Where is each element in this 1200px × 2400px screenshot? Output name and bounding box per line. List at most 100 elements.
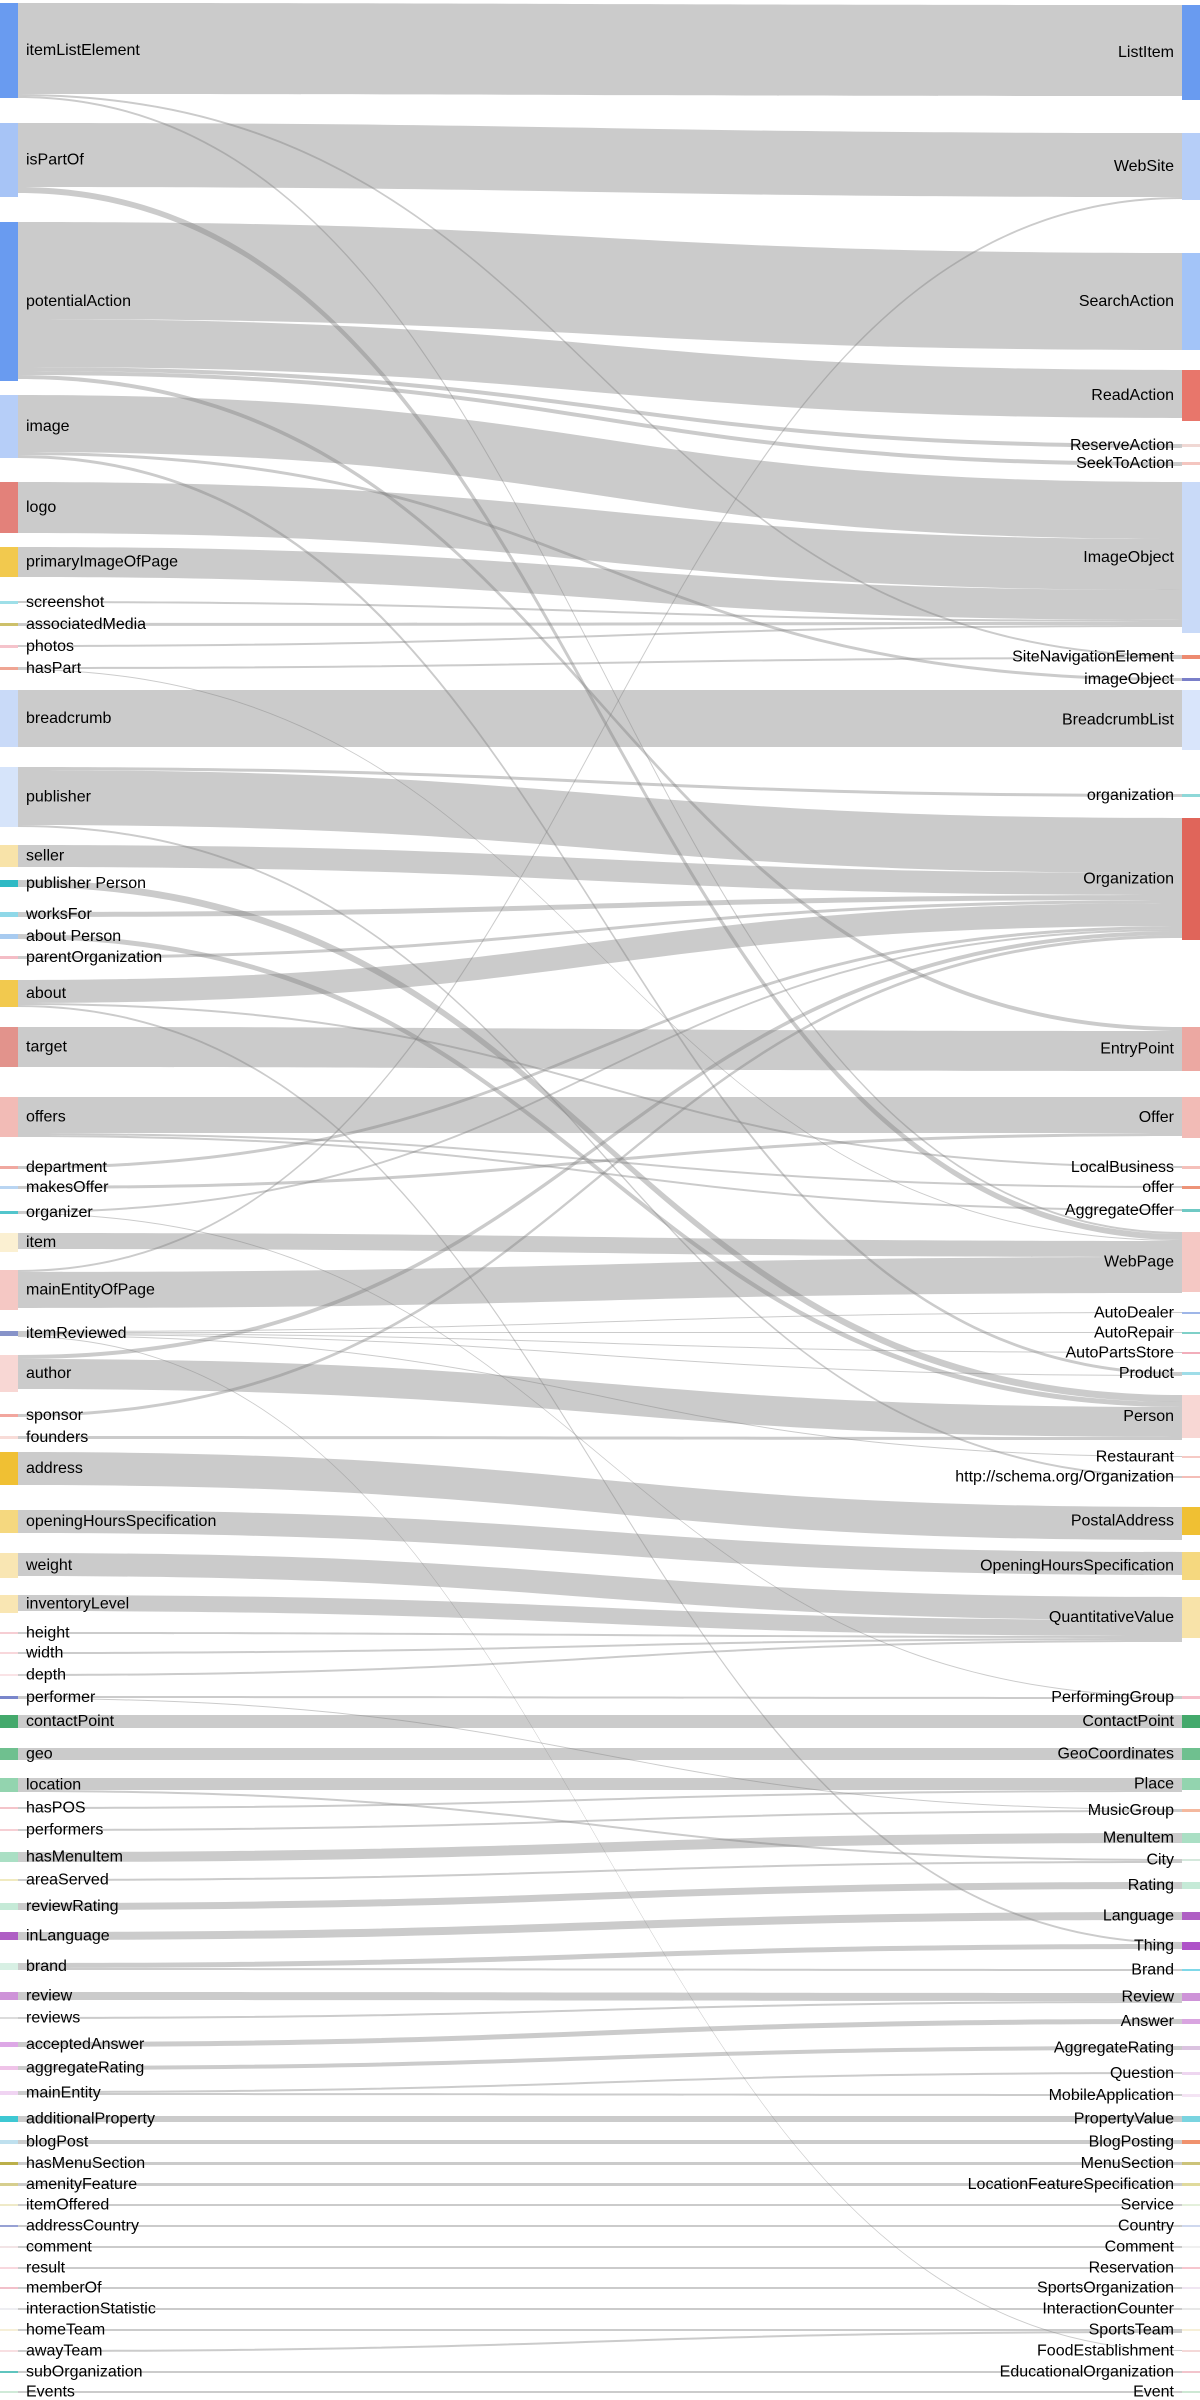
sankey-node[interactable] xyxy=(1182,2046,1200,2050)
sankey-node[interactable] xyxy=(1182,2140,1200,2144)
sankey-link[interactable] xyxy=(18,845,1182,895)
sankey-node[interactable] xyxy=(0,2287,18,2289)
sankey-node[interactable] xyxy=(1182,2350,1200,2352)
sankey-link[interactable] xyxy=(18,934,1182,1407)
sankey-link[interactable] xyxy=(18,2046,1182,2070)
sankey-node[interactable] xyxy=(0,1166,18,1169)
sankey-node[interactable] xyxy=(0,623,18,626)
sankey-node[interactable] xyxy=(0,1331,18,1336)
sankey-node[interactable] xyxy=(0,645,18,648)
sankey-link[interactable] xyxy=(18,395,1182,539)
sankey-link[interactable] xyxy=(18,931,1182,1359)
sankey-node[interactable] xyxy=(1182,1942,1200,1950)
sankey-link[interactable] xyxy=(18,1944,1182,1968)
sankey-node[interactable] xyxy=(0,222,18,381)
sankey-node[interactable] xyxy=(0,1778,18,1792)
sankey-node[interactable] xyxy=(1182,1332,1200,1334)
sankey-link[interactable] xyxy=(18,1133,1182,1189)
sankey-link[interactable] xyxy=(18,1005,1182,1944)
sankey-node[interactable] xyxy=(0,690,18,747)
sankey-node[interactable] xyxy=(0,1355,18,1392)
sankey-node[interactable] xyxy=(1182,1097,1200,1138)
sankey-node[interactable] xyxy=(0,3,18,98)
sankey-node[interactable] xyxy=(1182,1312,1200,1314)
sankey-node[interactable] xyxy=(1182,678,1200,681)
sankey-node[interactable] xyxy=(1182,1027,1200,1071)
sankey-node[interactable] xyxy=(0,1211,18,1214)
sankey-node[interactable] xyxy=(1182,1552,1200,1580)
sankey-link[interactable] xyxy=(18,1595,1182,1636)
sankey-link[interactable] xyxy=(18,1097,1182,1133)
sankey-node[interactable] xyxy=(1182,1969,1200,1971)
sankey-link[interactable] xyxy=(18,1436,1182,1440)
sankey-link[interactable] xyxy=(18,1334,1182,1376)
sankey-link[interactable] xyxy=(18,1778,1182,1790)
sankey-node[interactable] xyxy=(0,1963,18,1970)
sankey-node[interactable] xyxy=(1182,133,1200,200)
sankey-link[interactable] xyxy=(18,2331,1182,2352)
sankey-link[interactable] xyxy=(18,2093,1182,2096)
sankey-node[interactable] xyxy=(0,1414,18,1417)
sankey-link[interactable] xyxy=(18,1640,1182,1676)
sankey-node[interactable] xyxy=(1182,690,1200,750)
sankey-node[interactable] xyxy=(0,2246,18,2248)
sankey-node[interactable] xyxy=(0,1632,18,1634)
sankey-link[interactable] xyxy=(18,2308,1182,2310)
sankey-link[interactable] xyxy=(18,1233,1182,1257)
sankey-link[interactable] xyxy=(18,319,1182,418)
sankey-node[interactable] xyxy=(1182,1715,1200,1728)
sankey-link[interactable] xyxy=(18,367,1182,448)
sankey-link[interactable] xyxy=(18,1359,1182,1437)
sankey-link[interactable] xyxy=(18,1332,1182,1333)
sankey-node[interactable] xyxy=(1182,1476,1200,1478)
sankey-link[interactable] xyxy=(18,2246,1182,2248)
sankey-link[interactable] xyxy=(18,123,1182,197)
sankey-node[interactable] xyxy=(0,767,18,827)
sankey-link[interactable] xyxy=(18,2371,1182,2373)
sankey-node[interactable] xyxy=(0,912,18,917)
sankey-node[interactable] xyxy=(0,2140,18,2144)
sankey-link[interactable] xyxy=(18,1882,1182,1910)
sankey-node[interactable] xyxy=(1182,794,1200,797)
sankey-link[interactable] xyxy=(18,1333,1182,1353)
sankey-node[interactable] xyxy=(1182,2246,1200,2248)
sankey-node[interactable] xyxy=(0,980,18,1007)
sankey-node[interactable] xyxy=(1182,482,1200,633)
sankey-link[interactable] xyxy=(18,2116,1182,2122)
sankey-link[interactable] xyxy=(18,187,1182,1240)
sankey-link[interactable] xyxy=(18,1027,1182,1071)
sankey-link[interactable] xyxy=(18,452,1182,681)
sankey-link[interactable] xyxy=(18,1553,1182,1620)
sankey-node[interactable] xyxy=(1182,2162,1200,2165)
sankey-node[interactable] xyxy=(0,2183,18,2186)
sankey-link[interactable] xyxy=(18,1133,1182,1188)
sankey-link[interactable] xyxy=(18,1452,1182,1540)
sankey-node[interactable] xyxy=(0,934,18,939)
sankey-node[interactable] xyxy=(0,1652,18,1654)
sankey-node[interactable] xyxy=(0,1932,18,1940)
sankey-node[interactable] xyxy=(0,1674,18,1676)
sankey-link[interactable] xyxy=(18,1968,1182,1971)
sankey-link[interactable] xyxy=(18,1213,1182,1697)
sankey-node[interactable] xyxy=(0,2091,18,2095)
sankey-link[interactable] xyxy=(18,900,1182,959)
sankey-link[interactable] xyxy=(18,2072,1182,2093)
sankey-node[interactable] xyxy=(0,2267,18,2269)
sankey-link[interactable] xyxy=(18,94,1182,657)
sankey-node[interactable] xyxy=(0,1807,18,1809)
sankey-link[interactable] xyxy=(18,2019,1182,2047)
sankey-link[interactable] xyxy=(18,926,1182,1169)
sankey-node[interactable] xyxy=(0,2329,18,2331)
sankey-link[interactable] xyxy=(18,1715,1182,1728)
sankey-link[interactable] xyxy=(18,547,1182,620)
sankey-node[interactable] xyxy=(0,2371,18,2373)
sankey-link[interactable] xyxy=(18,1748,1182,1760)
sankey-node[interactable] xyxy=(1182,1859,1200,1861)
sankey-link[interactable] xyxy=(18,1312,1182,1332)
sankey-link[interactable] xyxy=(18,1335,1182,1457)
sankey-link[interactable] xyxy=(18,375,1182,1031)
sankey-node[interactable] xyxy=(0,1452,18,1485)
sankey-link[interactable] xyxy=(18,455,1182,1375)
sankey-node[interactable] xyxy=(1182,5,1200,100)
sankey-node[interactable] xyxy=(1182,1696,1200,1699)
